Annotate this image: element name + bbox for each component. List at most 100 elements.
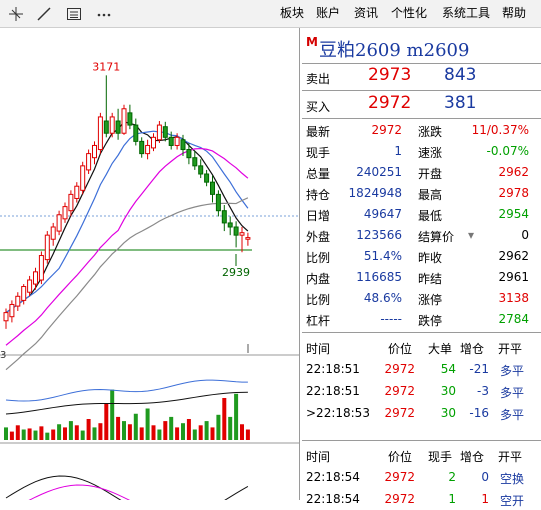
contract-name: 豆粕2609 m2609 bbox=[319, 40, 470, 61]
quote-row: 现手 1 速涨 -0.07% bbox=[302, 141, 541, 161]
candle-body bbox=[56, 214, 62, 232]
quote-label: 日增 bbox=[306, 209, 331, 223]
tick-header: 时间 价位 大单 增仓 开平 bbox=[302, 336, 541, 358]
quote-label-2: 速涨 bbox=[418, 146, 443, 160]
quote-label: 外盘 bbox=[306, 230, 331, 244]
candle-body bbox=[127, 112, 133, 126]
candle-body bbox=[15, 295, 21, 307]
candle-body bbox=[27, 279, 33, 293]
quote-label-2: 涨停 bbox=[418, 293, 443, 307]
tick-type: 空换 bbox=[500, 472, 525, 486]
list-view-icon[interactable] bbox=[64, 4, 84, 24]
candle-body bbox=[133, 124, 139, 142]
vol-ma-line bbox=[5, 391, 248, 415]
quote-row: 外盘 123566 结算价 0 ▾ bbox=[302, 225, 541, 245]
volume-bar bbox=[63, 427, 67, 440]
quote-row: 持仓 1824948 最高 2978 bbox=[302, 183, 541, 203]
menu-board[interactable]: 板块 bbox=[280, 6, 305, 20]
volume-bar bbox=[110, 389, 115, 440]
quote-value: 49647 bbox=[363, 207, 402, 221]
ask-row[interactable]: 卖出 2973 843 bbox=[302, 65, 541, 89]
tick-volume: 30 bbox=[440, 384, 456, 398]
quote-value: 1 bbox=[394, 144, 402, 158]
tick-type: 开平 bbox=[498, 342, 523, 356]
quote-value-2: 2962 bbox=[498, 165, 529, 179]
tick-oi-change: -3 bbox=[477, 384, 489, 398]
volume-bar bbox=[92, 427, 97, 440]
chart-canvas[interactable]: 3171 2939 3 bbox=[0, 28, 300, 510]
tick-time: 22:18:54 bbox=[306, 492, 360, 506]
candle-body bbox=[227, 222, 233, 228]
volume-bar bbox=[9, 431, 14, 440]
quote-label: 比例 bbox=[306, 251, 331, 265]
volume-bar bbox=[192, 429, 197, 440]
bid-price: 2972 bbox=[368, 93, 412, 113]
candle-body bbox=[239, 232, 245, 236]
volume-bar bbox=[80, 430, 85, 440]
candle-body bbox=[103, 120, 109, 134]
indicator-line-2 bbox=[8, 484, 249, 510]
candle-body bbox=[233, 226, 239, 236]
volume-bar bbox=[4, 427, 8, 440]
ma10-line bbox=[5, 130, 249, 314]
volume-bar bbox=[157, 429, 162, 440]
quote-row: 比例 51.4% 昨收 2962 bbox=[302, 246, 541, 266]
volume-bar bbox=[74, 425, 79, 440]
bid-row[interactable]: 买入 2972 381 bbox=[302, 93, 541, 117]
quote-value-2: 2784 bbox=[498, 312, 529, 326]
tick-type: 多平 bbox=[500, 364, 525, 378]
tick-volume: 1 bbox=[448, 492, 456, 506]
tick-header: 时间 价位 现手 增仓 开平 bbox=[302, 444, 541, 466]
tick-time: 22:18:51 bbox=[306, 384, 360, 398]
volume-bar bbox=[104, 403, 109, 440]
ma5-line bbox=[5, 121, 249, 314]
tick-oi-change: 增仓 bbox=[460, 342, 485, 356]
quote-row: 日增 49647 最低 2954 bbox=[302, 204, 541, 224]
settle-dropdown-icon[interactable]: ▾ bbox=[468, 228, 475, 242]
candle-body bbox=[97, 116, 103, 151]
crosshair-icon[interactable] bbox=[6, 4, 26, 24]
candle-body bbox=[215, 193, 221, 212]
tick-row: 22:18:54 2972 2 0 空换 bbox=[302, 466, 541, 488]
menu-account[interactable]: 账户 bbox=[316, 6, 341, 20]
quote-value-2: -0.07% bbox=[486, 144, 529, 158]
ask-price: 2973 bbox=[368, 65, 412, 85]
tick-price: 2972 bbox=[384, 492, 415, 506]
quote-label: 持仓 bbox=[306, 188, 331, 202]
quote-row: 内盘 116685 昨结 2961 bbox=[302, 267, 541, 287]
candle-body bbox=[180, 139, 186, 151]
quote-value: 2972 bbox=[371, 123, 402, 137]
more-icon[interactable] bbox=[94, 4, 114, 24]
menu-help[interactable]: 帮助 bbox=[502, 6, 527, 20]
quote-label-2: 昨收 bbox=[418, 251, 443, 265]
menu-personalize[interactable]: 个性化 bbox=[391, 6, 428, 20]
candle-body bbox=[156, 124, 162, 141]
indicator-line-1 bbox=[5, 475, 249, 510]
draw-line-icon[interactable] bbox=[34, 4, 54, 24]
tick-price: 价位 bbox=[388, 450, 413, 464]
volume-bar bbox=[186, 419, 191, 440]
tick-oi-change: 0 bbox=[481, 470, 489, 484]
candle-body bbox=[198, 165, 204, 175]
volume-bar bbox=[169, 416, 174, 440]
quote-value: ----- bbox=[380, 312, 402, 326]
tick-time: 22:18:54 bbox=[306, 470, 360, 484]
candle-body bbox=[162, 126, 168, 138]
quote-label: 最新 bbox=[306, 125, 331, 139]
quote-value: 116685 bbox=[356, 270, 402, 284]
volume-bar bbox=[151, 425, 156, 440]
volume-bar bbox=[234, 393, 239, 440]
candle-body bbox=[221, 210, 227, 224]
candle-body bbox=[50, 226, 56, 240]
volume-bar bbox=[240, 424, 244, 440]
quote-label: 现手 bbox=[306, 146, 331, 160]
candle-body bbox=[121, 108, 127, 134]
candle-body bbox=[139, 140, 145, 155]
quote-value-2: 2978 bbox=[498, 186, 529, 200]
tick-type: 开平 bbox=[498, 450, 523, 464]
kline-chart[interactable]: 3171 2939 3 bbox=[0, 28, 300, 510]
volume-bar bbox=[57, 424, 62, 440]
menu-news[interactable]: 资讯 bbox=[354, 6, 379, 20]
candle-body bbox=[9, 303, 15, 318]
menu-system-tools[interactable]: 系统工具 bbox=[442, 6, 491, 20]
